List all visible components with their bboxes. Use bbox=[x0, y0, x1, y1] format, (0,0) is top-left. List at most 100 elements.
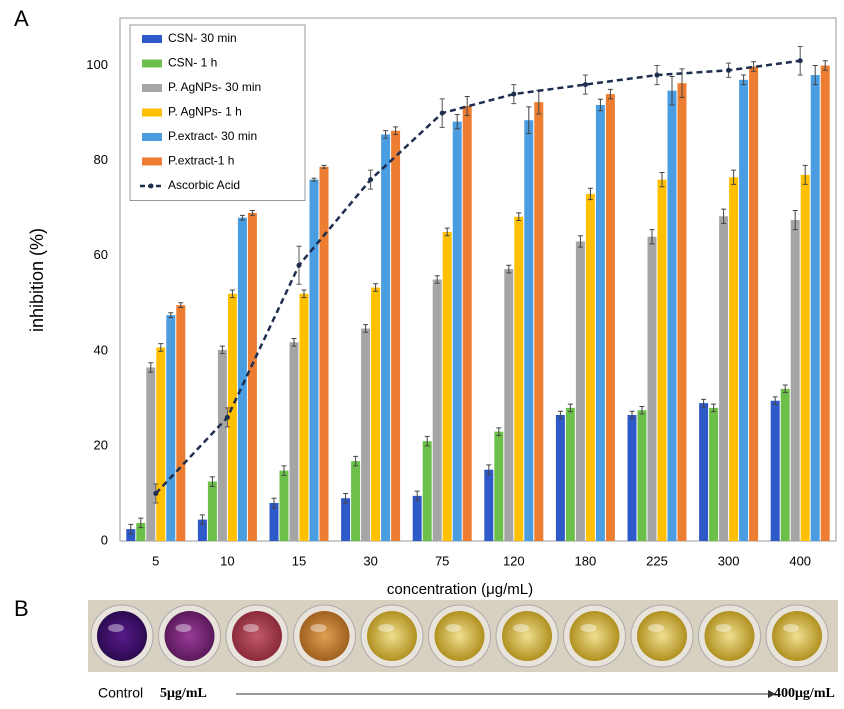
bar bbox=[677, 83, 687, 542]
error-bar bbox=[239, 214, 245, 221]
error-bar bbox=[424, 435, 430, 447]
bar bbox=[217, 349, 227, 541]
legend-label: CSN- 30 min bbox=[168, 31, 237, 45]
y-tick-label: 80 bbox=[94, 152, 108, 167]
bar bbox=[166, 315, 176, 541]
legend-label: Ascorbic Acid bbox=[168, 178, 240, 192]
error-bar bbox=[506, 264, 512, 274]
legend-label: P. AgNPs- 1 h bbox=[168, 105, 242, 119]
bar bbox=[647, 236, 657, 541]
error-bar bbox=[148, 362, 154, 373]
error-bar bbox=[486, 464, 492, 475]
well-glare bbox=[243, 624, 259, 632]
arrow-head bbox=[768, 690, 776, 698]
y-axis-title: inhibition (%) bbox=[27, 228, 47, 332]
bar bbox=[595, 105, 605, 541]
line-point bbox=[726, 67, 732, 73]
well-glare bbox=[715, 624, 732, 632]
bar bbox=[484, 469, 494, 541]
error-bar bbox=[271, 497, 277, 509]
error-bar bbox=[597, 98, 603, 112]
error-bar bbox=[812, 65, 818, 86]
bar bbox=[709, 407, 719, 541]
line-point bbox=[797, 58, 803, 64]
bar bbox=[524, 120, 534, 542]
error-bar bbox=[772, 396, 778, 406]
error-bar bbox=[343, 492, 349, 504]
strip-label: Control bbox=[98, 685, 143, 701]
bar bbox=[739, 79, 749, 542]
bar bbox=[156, 347, 166, 541]
error-bar bbox=[751, 61, 757, 72]
x-tick-label: 30 bbox=[363, 553, 377, 568]
y-tick-label: 60 bbox=[94, 247, 108, 262]
error-bar bbox=[587, 187, 593, 201]
well-liquid bbox=[97, 611, 147, 661]
error-bar bbox=[168, 312, 174, 319]
strip-label: 5μg/mL bbox=[160, 686, 207, 701]
error-bar bbox=[373, 283, 379, 292]
error-bar bbox=[444, 227, 450, 237]
error-bar bbox=[363, 324, 369, 333]
bar bbox=[136, 522, 146, 541]
legend-swatch bbox=[142, 108, 162, 117]
panel-label: A bbox=[14, 6, 29, 31]
error-bar bbox=[659, 172, 665, 188]
bar bbox=[585, 193, 595, 541]
bar bbox=[279, 470, 289, 541]
legend-swatch bbox=[142, 133, 162, 141]
well-liquid bbox=[637, 611, 687, 661]
bar bbox=[207, 481, 217, 541]
well-glare bbox=[783, 624, 799, 632]
bar bbox=[299, 293, 309, 541]
legend-label: P. AgNPs- 30 min bbox=[168, 80, 261, 94]
well-glare bbox=[378, 624, 394, 632]
x-tick-label: 225 bbox=[646, 553, 668, 568]
well-liquid bbox=[367, 611, 417, 661]
bar bbox=[452, 121, 462, 541]
x-tick-label: 180 bbox=[575, 553, 597, 568]
error-bar bbox=[516, 212, 522, 222]
error-bar bbox=[607, 88, 613, 100]
legend-swatch bbox=[142, 84, 162, 92]
plot-frame bbox=[119, 17, 837, 542]
bar bbox=[494, 431, 504, 541]
error-bar bbox=[711, 403, 717, 413]
error-bar bbox=[434, 275, 440, 284]
error-bar bbox=[393, 126, 399, 135]
error-bar bbox=[629, 410, 635, 420]
error-bar bbox=[526, 106, 532, 135]
well-liquid bbox=[232, 611, 282, 661]
bar bbox=[605, 94, 615, 541]
line-point bbox=[153, 490, 159, 496]
bar bbox=[504, 269, 514, 541]
line-point bbox=[582, 82, 588, 88]
bar bbox=[422, 441, 432, 541]
error-bar bbox=[669, 75, 675, 106]
well-glare bbox=[445, 624, 462, 632]
bar bbox=[729, 177, 739, 541]
legend-label: CSN- 1 h bbox=[168, 56, 217, 70]
error-bar bbox=[557, 410, 563, 420]
bar bbox=[575, 241, 585, 542]
error-bar bbox=[199, 514, 205, 525]
bar bbox=[432, 279, 442, 541]
error-bar bbox=[128, 523, 134, 535]
bar bbox=[442, 231, 452, 542]
error-bar bbox=[178, 302, 184, 309]
bar bbox=[126, 529, 136, 541]
error-bar bbox=[311, 177, 317, 182]
well-strip bbox=[88, 600, 838, 672]
error-bar bbox=[822, 60, 828, 71]
well-liquid bbox=[772, 611, 822, 661]
bar bbox=[719, 216, 729, 542]
bar bbox=[371, 287, 381, 541]
legend-label: P.extract-1 h bbox=[168, 154, 234, 168]
error-bar bbox=[802, 164, 808, 185]
well-liquid bbox=[434, 611, 485, 661]
bar bbox=[820, 65, 830, 541]
error-bar bbox=[567, 403, 573, 413]
bar bbox=[790, 220, 800, 541]
bar bbox=[247, 212, 257, 541]
